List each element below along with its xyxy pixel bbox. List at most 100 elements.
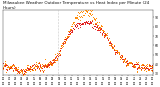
Point: [149, 66, 152, 67]
Point: [108, 41, 111, 43]
Point: [61, 47, 64, 48]
Point: [128, 62, 130, 64]
Point: [65, 37, 68, 38]
Point: [88, 22, 91, 23]
Point: [102, 30, 104, 31]
Point: [104, 32, 107, 34]
Point: [134, 66, 136, 67]
Point: [71, 24, 73, 25]
Point: [27, 68, 30, 70]
Point: [83, 14, 85, 16]
Point: [82, 14, 84, 16]
Point: [25, 69, 28, 71]
Point: [80, 23, 83, 24]
Point: [112, 47, 115, 48]
Point: [132, 63, 135, 64]
Point: [64, 39, 66, 40]
Point: [99, 28, 101, 29]
Point: [141, 67, 143, 68]
Point: [112, 46, 114, 48]
Point: [129, 62, 132, 64]
Point: [110, 44, 112, 46]
Point: [147, 68, 149, 69]
Point: [55, 56, 57, 57]
Point: [57, 55, 60, 56]
Point: [104, 34, 107, 35]
Point: [140, 64, 142, 66]
Point: [12, 64, 14, 65]
Point: [91, 26, 93, 28]
Point: [143, 67, 145, 68]
Point: [67, 31, 69, 32]
Point: [37, 66, 39, 68]
Point: [114, 51, 117, 53]
Point: [138, 64, 141, 65]
Point: [130, 63, 133, 64]
Point: [55, 59, 57, 61]
Point: [76, 25, 79, 27]
Point: [12, 69, 15, 71]
Point: [6, 67, 8, 68]
Point: [137, 66, 140, 67]
Point: [48, 62, 51, 63]
Point: [116, 51, 119, 53]
Point: [127, 62, 130, 63]
Point: [27, 69, 30, 71]
Point: [57, 53, 59, 55]
Point: [60, 45, 62, 47]
Point: [76, 18, 79, 19]
Point: [121, 55, 123, 57]
Point: [17, 70, 20, 71]
Point: [94, 27, 97, 28]
Point: [134, 64, 137, 65]
Point: [89, 22, 92, 24]
Point: [86, 22, 89, 24]
Point: [26, 67, 28, 68]
Point: [125, 59, 128, 60]
Point: [94, 18, 96, 19]
Point: [118, 53, 120, 54]
Point: [109, 42, 112, 43]
Point: [70, 26, 73, 27]
Point: [17, 70, 20, 71]
Point: [78, 22, 80, 23]
Point: [20, 69, 23, 71]
Point: [147, 70, 149, 71]
Point: [150, 68, 152, 69]
Point: [46, 66, 49, 67]
Point: [134, 61, 137, 63]
Point: [138, 65, 140, 67]
Point: [31, 68, 33, 69]
Point: [38, 66, 41, 67]
Point: [32, 63, 35, 65]
Point: [96, 21, 98, 22]
Point: [120, 58, 122, 59]
Point: [115, 50, 117, 51]
Point: [127, 63, 129, 64]
Point: [115, 50, 118, 51]
Point: [79, 23, 81, 24]
Point: [151, 66, 154, 67]
Point: [144, 66, 147, 67]
Point: [51, 63, 53, 65]
Point: [11, 68, 14, 69]
Point: [18, 72, 20, 74]
Point: [92, 23, 95, 25]
Point: [4, 63, 6, 64]
Point: [11, 67, 14, 69]
Point: [105, 34, 108, 36]
Point: [15, 70, 18, 72]
Point: [145, 65, 147, 66]
Point: [18, 71, 21, 73]
Point: [138, 65, 141, 66]
Point: [37, 62, 40, 64]
Point: [90, 13, 93, 15]
Point: [54, 61, 57, 62]
Point: [34, 68, 36, 70]
Point: [37, 68, 40, 69]
Point: [2, 63, 4, 64]
Point: [2, 64, 5, 66]
Point: [122, 61, 124, 62]
Point: [131, 64, 133, 65]
Point: [83, 22, 85, 23]
